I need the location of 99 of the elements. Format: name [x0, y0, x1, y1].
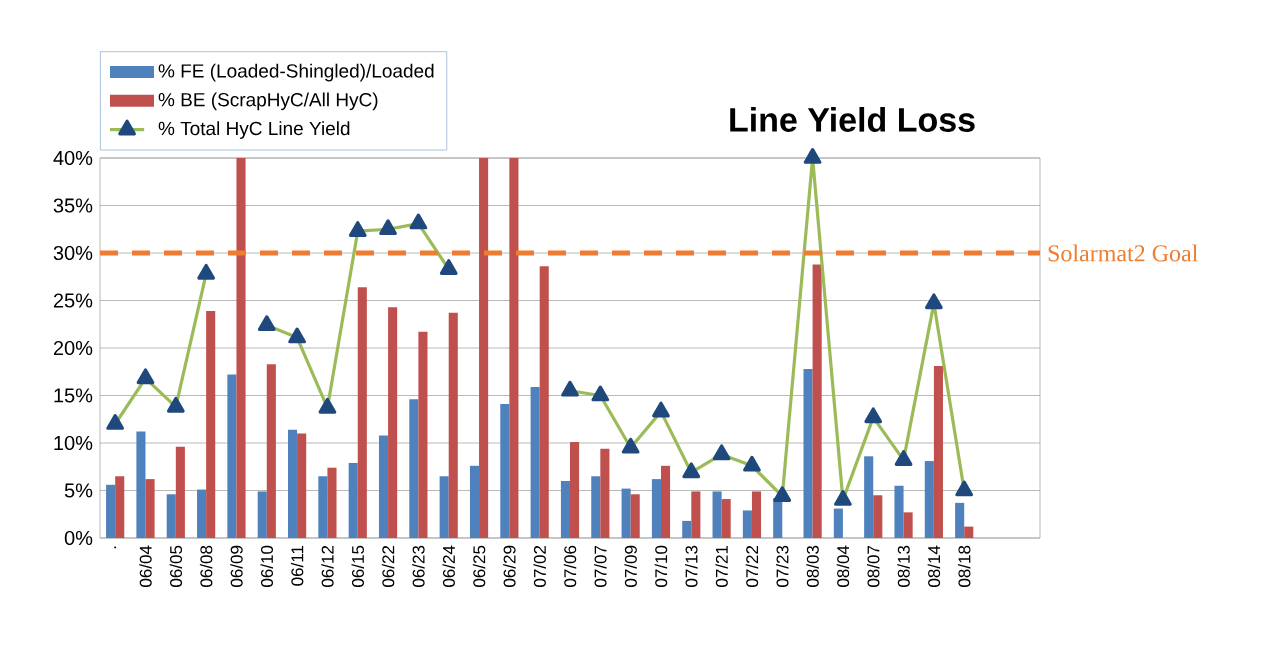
bar	[530, 386, 540, 538]
x-tick-label: 07/09	[624, 545, 637, 587]
bar	[964, 526, 974, 538]
x-tick-label: 06/24	[442, 545, 455, 587]
bar	[318, 476, 328, 538]
x-tick-label: 07/07	[594, 545, 607, 587]
x-tick-label: 06/23	[412, 545, 425, 587]
legend-label: % FE (Loaded-Shingled)/Loaded	[158, 63, 434, 82]
x-tick-label: 07/10	[654, 545, 668, 587]
legend-label: % BE (ScrapHyC/All HyC)	[158, 92, 378, 111]
x-tick-label: 07/23	[776, 545, 789, 587]
x-tick-label: 06/22	[381, 545, 395, 587]
bar	[600, 448, 610, 538]
x-tick-label: 06/10	[260, 545, 274, 587]
bar	[348, 462, 358, 538]
bar	[388, 307, 398, 538]
bar	[812, 264, 822, 538]
bar	[539, 266, 549, 538]
x-tick-label: 07/13	[685, 545, 698, 587]
bar	[660, 465, 671, 538]
bar	[721, 499, 731, 538]
x-tick-label: 06/05	[169, 545, 183, 587]
x-tick-label: 06/11	[290, 545, 304, 586]
x-tick-label: .	[114, 546, 117, 549]
bar	[288, 429, 298, 538]
bar	[175, 446, 185, 538]
bar	[933, 366, 943, 538]
bar	[742, 510, 752, 538]
chart-title: Line Yield Loss	[730, 106, 975, 132]
bar	[651, 479, 661, 538]
bar	[236, 158, 246, 538]
y-tick-label: 35%	[53, 198, 93, 213]
x-tick-label: 07/21	[715, 545, 728, 587]
legend-label: % Total HyC Line Yield	[158, 121, 350, 139]
bar	[751, 491, 762, 538]
y-tick-label: 10%	[54, 435, 93, 451]
y-tick-label: 30%	[53, 245, 93, 261]
x-tick-label: 06/25	[472, 545, 486, 587]
x-tick-label: 08/03	[806, 545, 819, 587]
x-tick-label: 06/12	[321, 545, 334, 587]
y-tick-label: 0%	[64, 530, 93, 546]
y-tick-label: 15%	[54, 388, 93, 403]
ref-line-label: Solarmat2 Goal	[1048, 244, 1198, 262]
bar	[166, 494, 176, 538]
bar	[591, 476, 601, 538]
bar	[924, 461, 934, 538]
x-tick-label: 08/13	[897, 545, 910, 587]
bar	[327, 467, 337, 538]
x-tick-label: 07/22	[745, 545, 759, 587]
bar	[894, 485, 904, 538]
bar	[439, 476, 449, 538]
bar	[773, 498, 783, 538]
x-tick-label: 06/08	[199, 545, 213, 587]
bar	[864, 456, 874, 538]
bar	[833, 508, 843, 538]
x-tick-label: 06/15	[351, 545, 364, 587]
x-tick-label: 08/07	[866, 545, 880, 587]
x-tick-label: 07/06	[563, 545, 577, 587]
bar	[712, 491, 722, 538]
x-tick-label: 08/04	[836, 545, 850, 587]
bar	[560, 481, 571, 538]
bar	[266, 364, 276, 538]
y-tick-label: 20%	[53, 340, 93, 356]
bar	[509, 158, 519, 538]
y-tick-label: 40%	[53, 150, 93, 166]
bar	[803, 368, 813, 538]
y-tick-label: 5%	[64, 483, 93, 498]
x-tick-label: 06/09	[230, 545, 243, 587]
bar	[257, 491, 267, 538]
bar	[409, 399, 419, 538]
x-tick-label: 06/04	[139, 545, 152, 587]
bar	[903, 512, 913, 538]
bar	[136, 431, 146, 538]
y-tick-label: 25%	[53, 293, 93, 308]
bar	[500, 404, 510, 538]
bar	[297, 433, 307, 538]
bar	[469, 465, 480, 538]
bar	[418, 331, 428, 538]
bar	[479, 158, 489, 538]
bar	[682, 520, 692, 538]
x-tick-label: 08/18	[957, 545, 971, 587]
bar	[955, 502, 965, 538]
bar	[378, 435, 389, 538]
bar	[570, 442, 580, 538]
bar	[448, 312, 458, 538]
x-tick-label: 07/02	[533, 545, 546, 587]
x-tick-label: 06/29	[503, 545, 516, 587]
bar	[873, 495, 883, 538]
bar	[115, 476, 125, 538]
bar	[206, 310, 216, 538]
x-tick-label: 08/14	[927, 545, 941, 587]
bar	[106, 484, 116, 538]
bar	[357, 287, 367, 538]
bar	[621, 488, 631, 538]
bar	[691, 491, 701, 538]
bar	[227, 374, 237, 538]
bar	[197, 489, 207, 538]
bar	[630, 494, 640, 538]
bar	[145, 479, 155, 538]
